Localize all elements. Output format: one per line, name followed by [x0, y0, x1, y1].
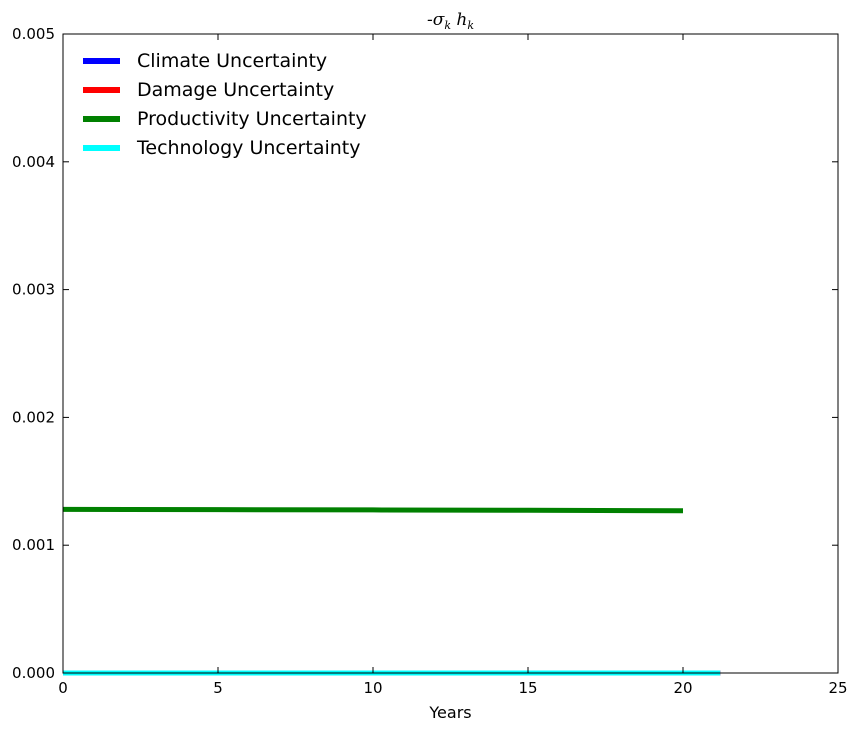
x-tick-label: 25 [828, 679, 847, 697]
x-tick-label: 20 [673, 679, 692, 697]
x-axis: 0 5 10 15 20 25 [58, 34, 848, 697]
chart-title: -σk hk [427, 10, 474, 32]
x-tick-label: 5 [213, 679, 223, 697]
y-tick-label: 0.005 [12, 25, 55, 43]
series-line-productivity-uncertainty [62, 506, 684, 514]
legend-label: Climate Uncertainty [137, 50, 327, 72]
legend: Climate Uncertainty Damage Uncertainty Pro… [83, 50, 367, 159]
x-axis-label: Years [428, 703, 471, 722]
y-tick-label: 0.000 [12, 664, 55, 682]
legend-label: Damage Uncertainty [137, 79, 334, 101]
x-tick-label: 0 [58, 679, 68, 697]
x-tick-label: 10 [363, 679, 382, 697]
y-tick-label: 0.004 [12, 153, 55, 171]
legend-label: Technology Uncertainty [136, 137, 360, 159]
x-tick-label: 15 [518, 679, 537, 697]
y-tick-label: 0.001 [12, 536, 55, 554]
y-tick-label: 0.002 [12, 408, 55, 426]
legend-label: Productivity Uncertainty [137, 108, 367, 130]
y-tick-label: 0.003 [12, 281, 55, 299]
y-axis: 0.000 0.001 0.002 0.003 0.004 0.005 [12, 25, 838, 682]
plot-frame [62, 33, 839, 674]
plot-lines [62, 506, 721, 676]
